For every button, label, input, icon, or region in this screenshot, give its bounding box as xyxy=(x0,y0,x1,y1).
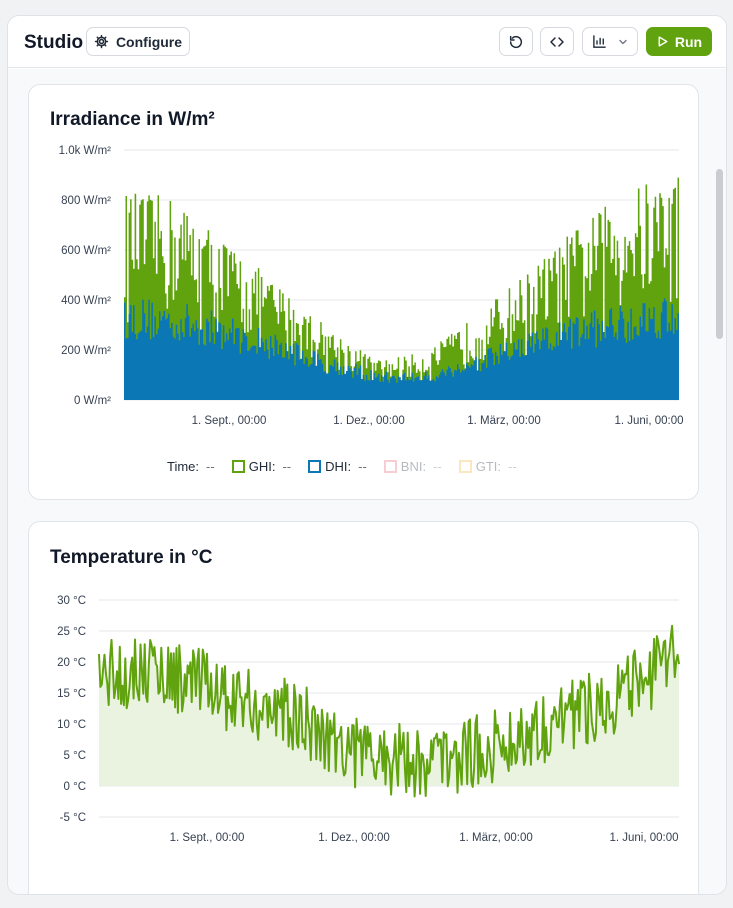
toolbar: Studio Configure xyxy=(8,16,726,68)
y-tick-label: 600 W/m² xyxy=(61,245,111,257)
legend-ghi-label: GHI: xyxy=(248,458,276,474)
legend-ghi-value: -- xyxy=(282,458,292,474)
y-tick-label: 25 °C xyxy=(57,626,86,638)
y-tick-label: 15 °C xyxy=(57,688,86,700)
legend-dhi[interactable]: DHI: -- xyxy=(308,459,367,474)
irradiance-legend: Time: -- GHI: -- DHI: -- BNI: -- xyxy=(167,457,534,475)
temperature-card: Temperature in °C -5 °C 0 °C 5 °C 10 °C 15 °… xyxy=(28,521,700,895)
x-tick-label: 1. Dez., 00:00 xyxy=(333,415,405,427)
legend-bni-label: BNI: xyxy=(400,458,427,474)
legend-swatch xyxy=(383,459,397,473)
configure-button[interactable]: Configure xyxy=(86,27,190,56)
content-area: Irradiance in W/m² 0 W/m² 200 W/m² 400 W/m… xyxy=(8,69,726,895)
studio-window: Studio Configure xyxy=(7,15,727,895)
y-tick-label: 20 °C xyxy=(57,657,86,669)
legend-bni-value: -- xyxy=(433,458,442,474)
y-tick-label: 800 W/m² xyxy=(61,195,111,207)
irradiance-card: Irradiance in W/m² 0 W/m² 200 W/m² 400 W/m… xyxy=(28,84,699,500)
x-tick-label: 1. März, 00:00 xyxy=(459,832,533,844)
y-tick-label: 5 °C xyxy=(64,750,87,762)
legend-bni[interactable]: BNI: -- xyxy=(383,458,442,474)
x-tick-label: 1. Juni, 00:00 xyxy=(614,415,683,427)
legend-time: Time: -- xyxy=(167,459,215,474)
legend-gti[interactable]: GTI: -- xyxy=(458,458,517,474)
legend-dhi-label: DHI: xyxy=(325,458,352,474)
legend-swatch xyxy=(458,459,472,473)
chart-type-select[interactable] xyxy=(582,27,638,56)
run-button[interactable]: Run xyxy=(646,27,712,56)
x-tick-label: 1. März, 00:00 xyxy=(467,415,541,427)
dhi-series xyxy=(124,298,679,400)
y-tick-label: 10 °C xyxy=(57,719,86,731)
legend-swatch xyxy=(308,459,322,473)
temperature-area xyxy=(99,625,679,786)
run-label: Run xyxy=(674,33,703,50)
x-tick-label: 1. Juni, 00:00 xyxy=(609,832,678,844)
legend-ghi[interactable]: GHI: -- xyxy=(231,458,292,474)
legend-time-label: Time: xyxy=(167,458,200,474)
legend-gti-label: GTI: xyxy=(475,458,502,474)
x-tick-label: 1. Dez., 00:00 xyxy=(318,832,390,844)
x-tick-label: 1. Sept., 00:00 xyxy=(192,415,267,427)
irradiance-chart[interactable]: 0 W/m² 200 W/m² 400 W/m² 600 W/m² 800 W/m² 1.… xyxy=(29,85,700,501)
play-icon xyxy=(656,35,669,48)
legend-gti-value: -- xyxy=(508,458,517,474)
plot-area: 0 W/m² 200 W/m² 400 W/m² 600 W/m² 800 W/m² 1.… xyxy=(59,145,684,427)
y-tick-label: 0 W/m² xyxy=(74,395,111,407)
y-tick-label: 0 °C xyxy=(64,781,87,793)
irradiance-title: Irradiance in W/m² xyxy=(50,109,215,130)
y-tick-label: 30 °C xyxy=(57,595,86,607)
plot-area: -5 °C 0 °C 5 °C 10 °C 15 °C 20 °C 25 °C 30 °C 1.… xyxy=(57,595,680,844)
y-tick-label: 400 W/m² xyxy=(61,295,111,307)
chevron-down-icon xyxy=(617,36,629,48)
bar-chart-icon xyxy=(592,34,607,49)
configure-label: Configure xyxy=(115,33,183,50)
temperature-series xyxy=(98,624,680,798)
temperature-title: Temperature in °C xyxy=(50,547,213,568)
legend-swatch xyxy=(231,459,245,473)
scrollbar[interactable] xyxy=(716,169,723,339)
legend-time-value: -- xyxy=(206,458,215,474)
page-title: Studio xyxy=(24,32,84,53)
y-tick-label: 200 W/m² xyxy=(61,345,111,357)
reset-button[interactable] xyxy=(499,27,533,56)
reset-icon xyxy=(508,34,524,50)
code-view-button[interactable] xyxy=(540,27,574,56)
code-icon xyxy=(549,34,565,50)
x-tick-label: 1. Sept., 00:00 xyxy=(170,832,245,844)
y-tick-label: 1.0k W/m² xyxy=(59,145,112,157)
legend-dhi-value: -- xyxy=(358,458,367,474)
y-tick-label: -5 °C xyxy=(60,812,86,824)
gear-icon xyxy=(94,34,109,49)
temperature-chart[interactable]: -5 °C 0 °C 5 °C 10 °C 15 °C 20 °C 25 °C 30 °C 1.… xyxy=(29,522,700,895)
